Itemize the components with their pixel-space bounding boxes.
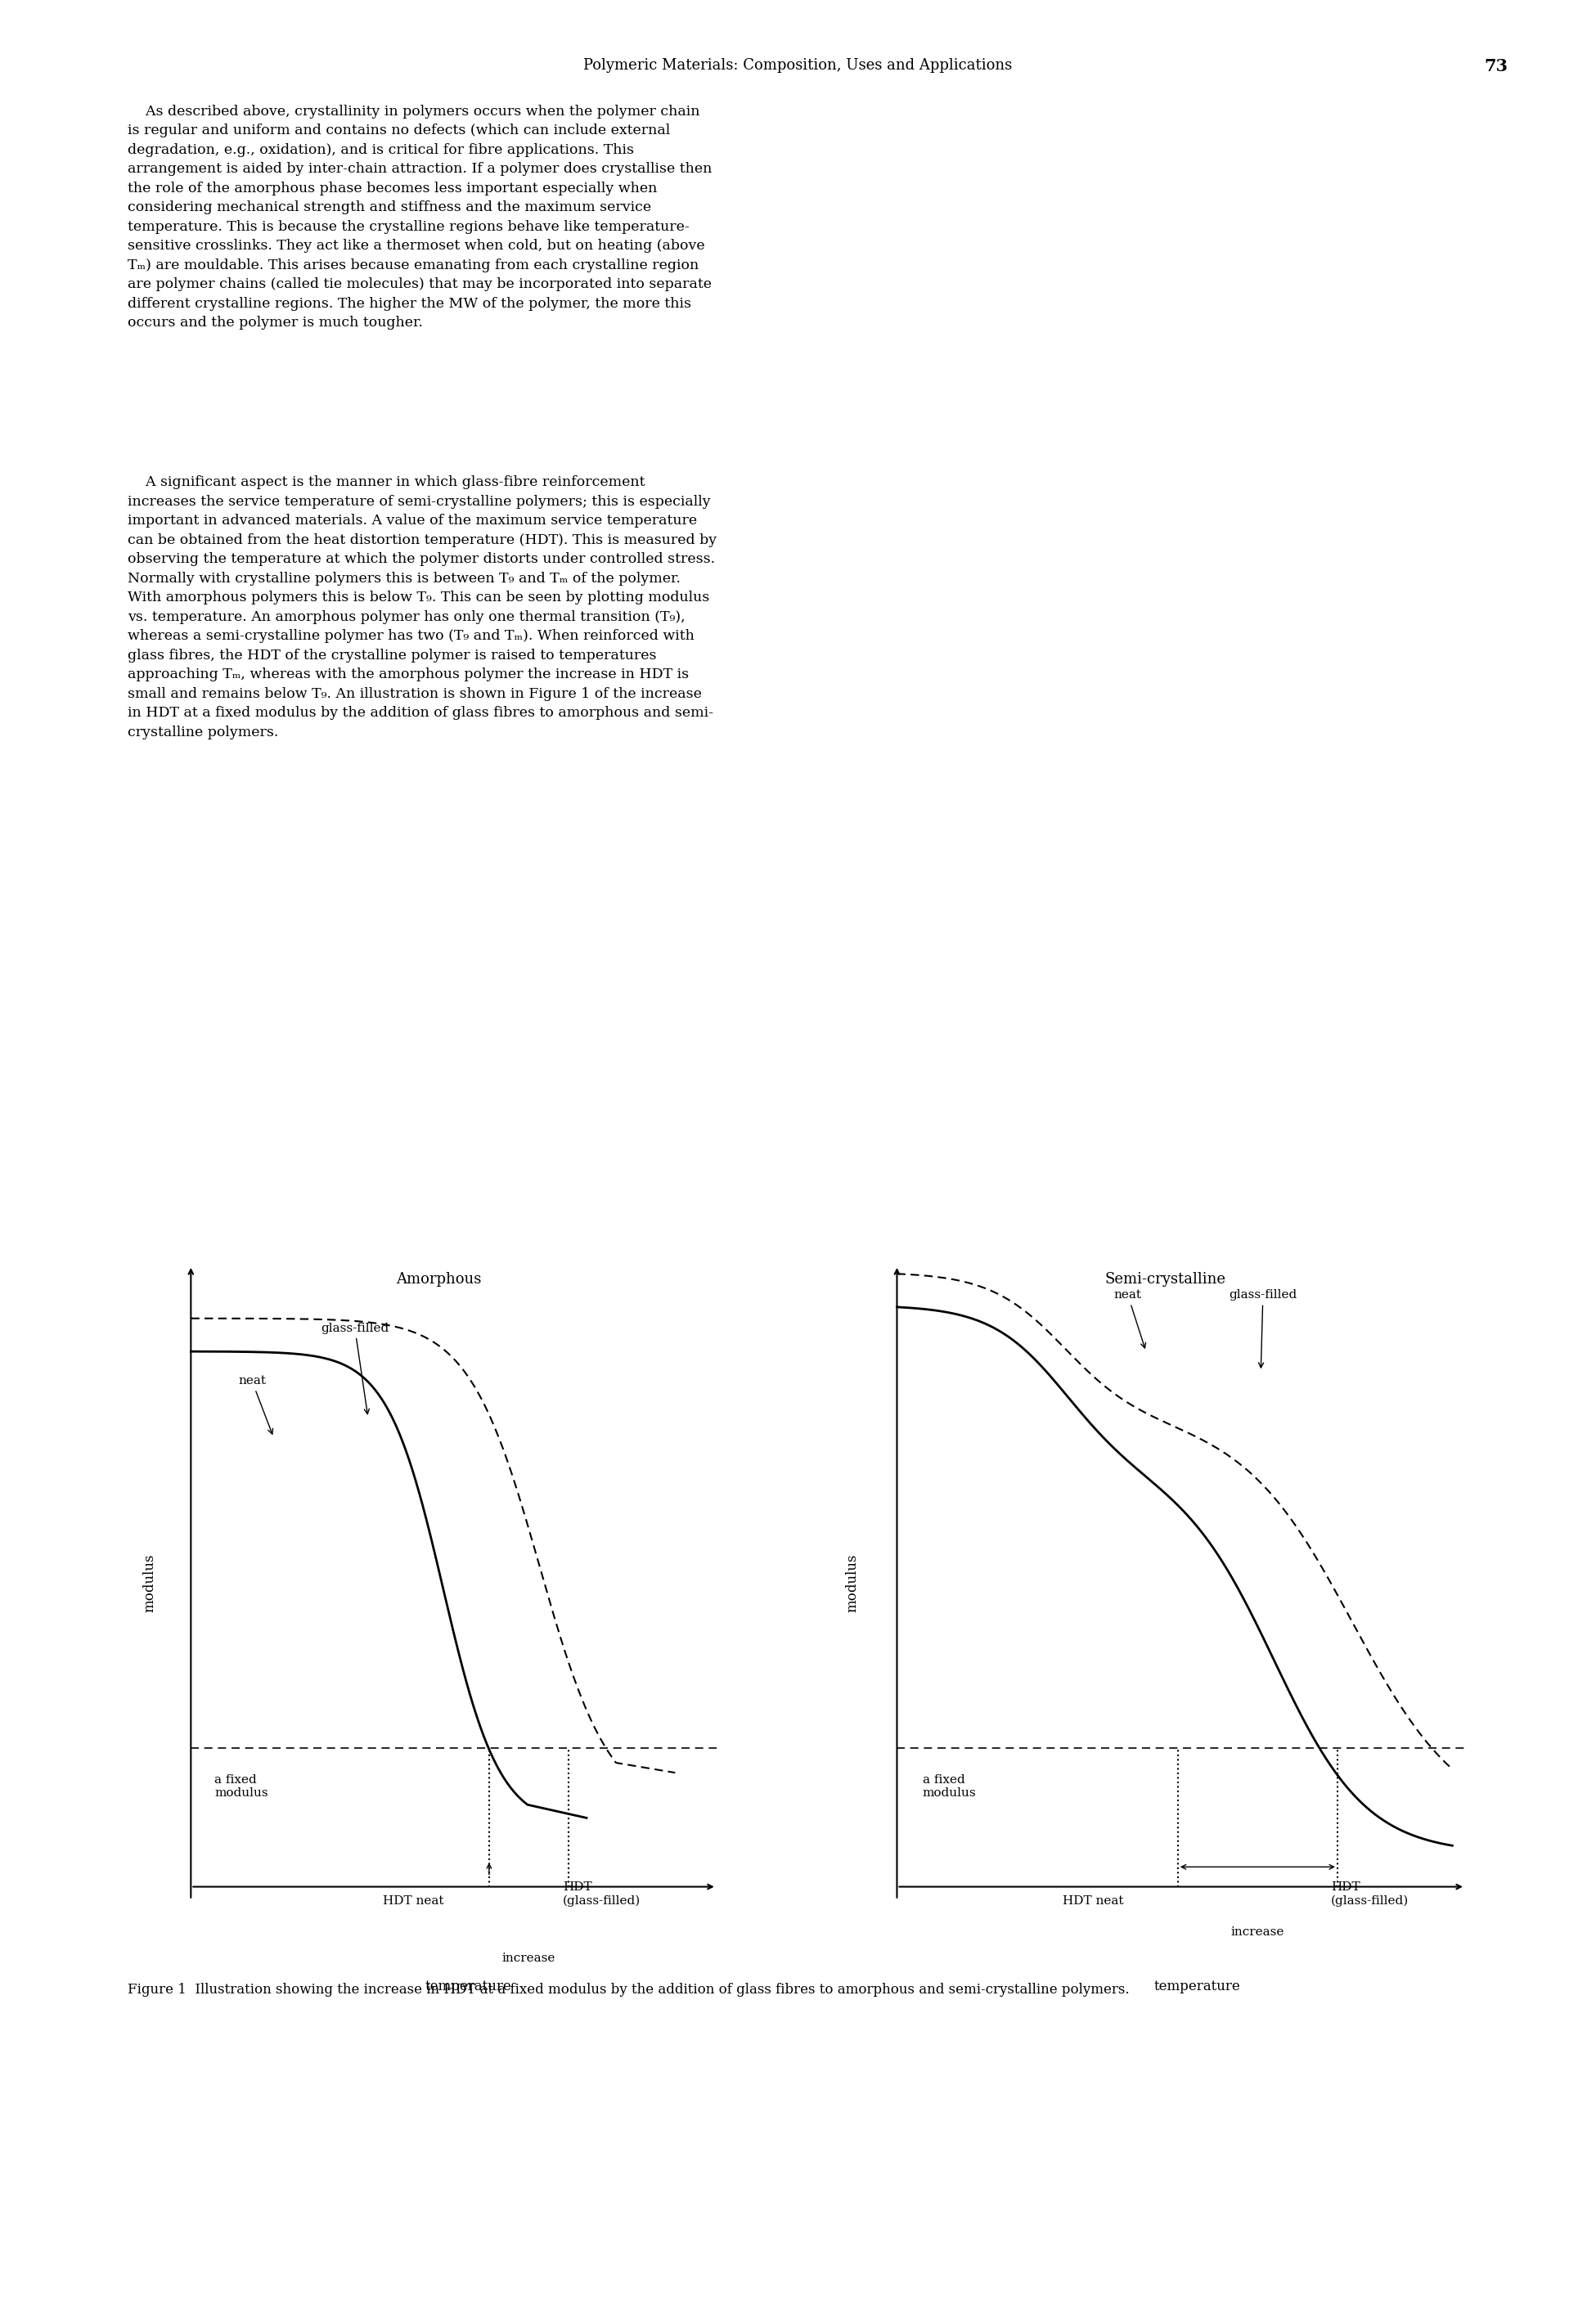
- Text: glass-filled: glass-filled: [321, 1322, 389, 1415]
- Text: temperature: temperature: [1154, 1980, 1240, 1992]
- Text: HDT neat: HDT neat: [383, 1895, 444, 1906]
- Text: As described above, crystallinity in polymers occurs when the polymer chain
is r: As described above, crystallinity in pol…: [128, 104, 712, 329]
- Text: neat: neat: [238, 1375, 273, 1433]
- Text: increase: increase: [1231, 1927, 1285, 1939]
- Text: increase: increase: [503, 1953, 555, 1964]
- Text: HDT neat: HDT neat: [1063, 1895, 1124, 1906]
- Text: Polymeric Materials: Composition, Uses and Applications: Polymeric Materials: Composition, Uses a…: [584, 58, 1012, 72]
- Text: HDT
(glass-filled): HDT (glass-filled): [563, 1881, 642, 1906]
- Text: Semi-crystalline: Semi-crystalline: [1104, 1273, 1226, 1287]
- Text: Figure 1  Illustration showing the increase in HDT at a fixed modulus by the add: Figure 1 Illustration showing the increa…: [128, 1983, 1130, 1997]
- Text: A significant aspect is the manner in which glass-fibre reinforcement
increases : A significant aspect is the manner in wh…: [128, 475, 717, 740]
- Text: glass-filled: glass-filled: [1229, 1289, 1298, 1368]
- Text: 73: 73: [1484, 58, 1508, 74]
- Text: a fixed
modulus: a fixed modulus: [214, 1774, 268, 1800]
- Text: Amorphous: Amorphous: [396, 1273, 482, 1287]
- Text: modulus: modulus: [142, 1554, 156, 1612]
- Text: modulus: modulus: [846, 1554, 859, 1612]
- Text: a fixed
modulus: a fixed modulus: [922, 1774, 977, 1800]
- Text: temperature: temperature: [425, 1980, 512, 1992]
- Text: neat: neat: [1114, 1289, 1146, 1347]
- Text: HDT
(glass-filled): HDT (glass-filled): [1331, 1881, 1409, 1906]
